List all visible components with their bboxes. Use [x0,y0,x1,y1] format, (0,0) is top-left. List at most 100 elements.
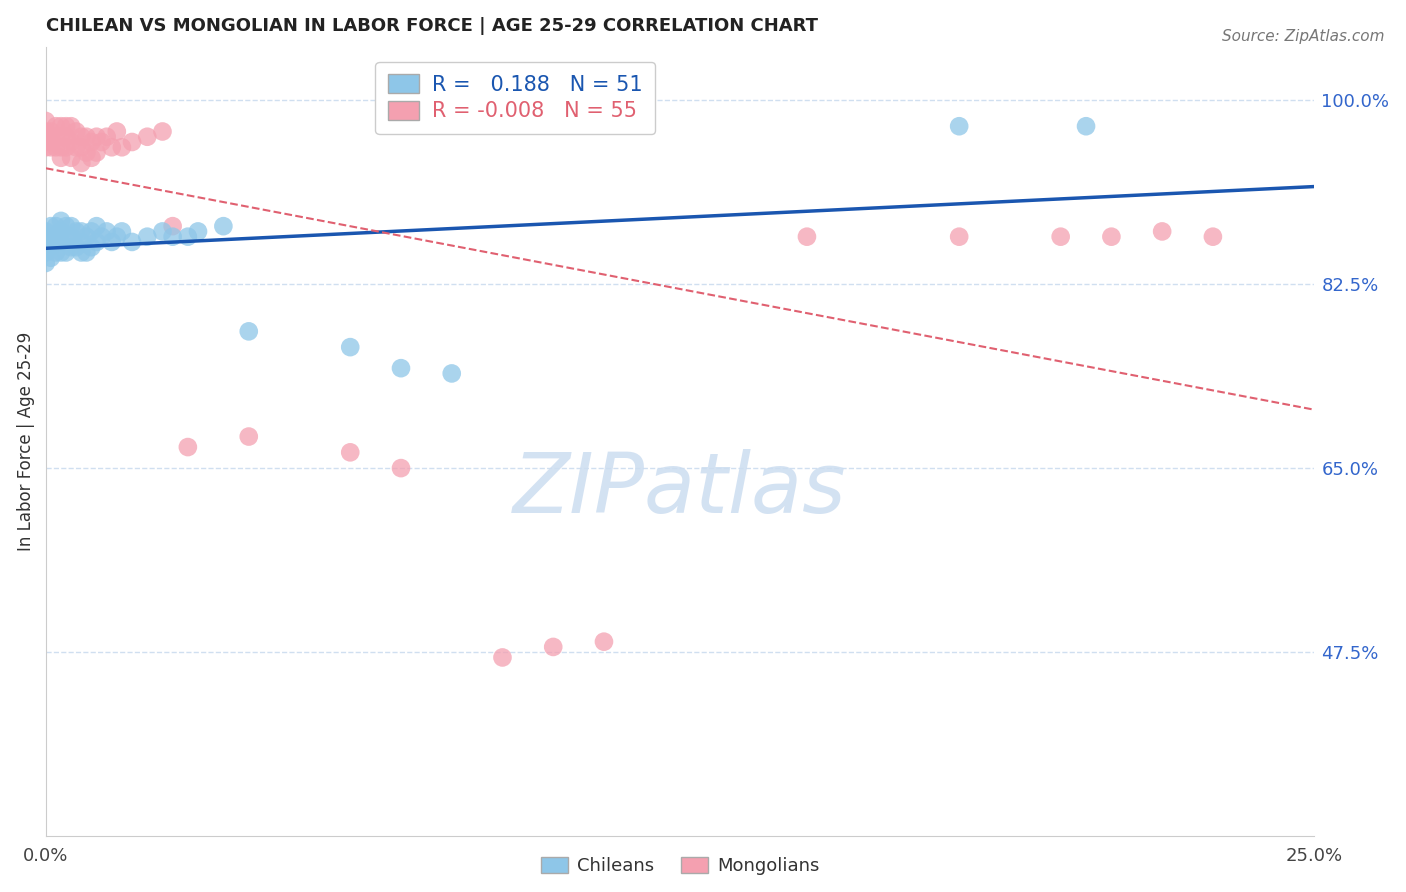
Point [60,135,83,149]
Point [1152,224,1174,238]
Point [389,461,412,475]
Point [96,129,118,144]
Point [55,229,77,244]
Point [55,219,77,234]
Point [86,145,108,160]
Point [212,219,235,234]
Point [339,340,361,354]
Point [65,124,87,138]
Point [49,214,72,228]
Point [65,140,87,154]
Point [39,251,62,265]
Point [49,151,72,165]
Point [35,256,58,270]
Point [35,114,58,128]
Point [70,245,93,260]
Point [389,361,412,376]
Point [70,235,93,249]
Point [162,229,184,244]
Point [80,135,103,149]
Point [75,229,97,244]
Text: CHILEAN VS MONGOLIAN IN LABOR FORCE | AGE 25-29 CORRELATION CHART: CHILEAN VS MONGOLIAN IN LABOR FORCE | AG… [46,17,818,35]
Point [39,135,62,149]
Point [100,235,122,249]
Point [49,120,72,134]
Point [187,224,209,238]
Point [55,129,77,144]
Point [70,224,93,238]
Point [238,324,260,338]
Point [796,229,818,244]
Point [121,235,143,249]
Point [35,124,58,138]
Point [39,129,62,144]
Point [65,240,87,254]
Point [39,140,62,154]
Point [75,129,97,144]
Point [70,129,93,144]
Point [45,120,67,134]
Point [49,224,72,238]
Point [90,229,112,244]
Point [121,135,143,149]
Point [86,235,108,249]
Point [100,140,122,154]
Legend: Chileans, Mongolians: Chileans, Mongolians [533,850,827,882]
Point [60,229,83,244]
Point [39,240,62,254]
Point [80,151,103,165]
Point [39,229,62,244]
Point [35,140,58,154]
Y-axis label: In Labor Force | Age 25-29: In Labor Force | Age 25-29 [17,332,35,551]
Point [86,219,108,234]
Point [86,129,108,144]
Point [35,135,58,149]
Point [49,129,72,144]
Point [70,140,93,154]
Point [177,440,200,454]
Point [491,650,513,665]
Point [35,245,58,260]
Point [70,156,93,170]
Point [152,124,174,138]
Point [55,245,77,260]
Point [238,429,260,443]
Point [1074,120,1097,134]
Point [55,140,77,154]
Point [39,124,62,138]
Point [339,445,361,459]
Point [105,229,128,244]
Point [49,245,72,260]
Point [162,219,184,234]
Point [39,219,62,234]
Point [75,245,97,260]
Point [80,224,103,238]
Point [45,219,67,234]
Point [948,120,970,134]
Point [152,224,174,238]
Point [593,634,616,648]
Point [136,129,159,144]
Point [60,240,83,254]
Point [105,124,128,138]
Point [35,235,58,249]
Point [1099,229,1122,244]
Point [60,151,83,165]
Point [177,229,200,244]
Point [45,140,67,154]
Point [45,245,67,260]
Point [65,224,87,238]
Point [49,235,72,249]
Point [45,129,67,144]
Point [35,229,58,244]
Point [35,224,58,238]
Point [111,140,134,154]
Point [136,229,159,244]
Point [60,120,83,134]
Point [440,367,463,381]
Point [541,640,564,654]
Point [80,240,103,254]
Point [49,140,72,154]
Text: ZIPatlas: ZIPatlas [513,449,846,530]
Point [75,145,97,160]
